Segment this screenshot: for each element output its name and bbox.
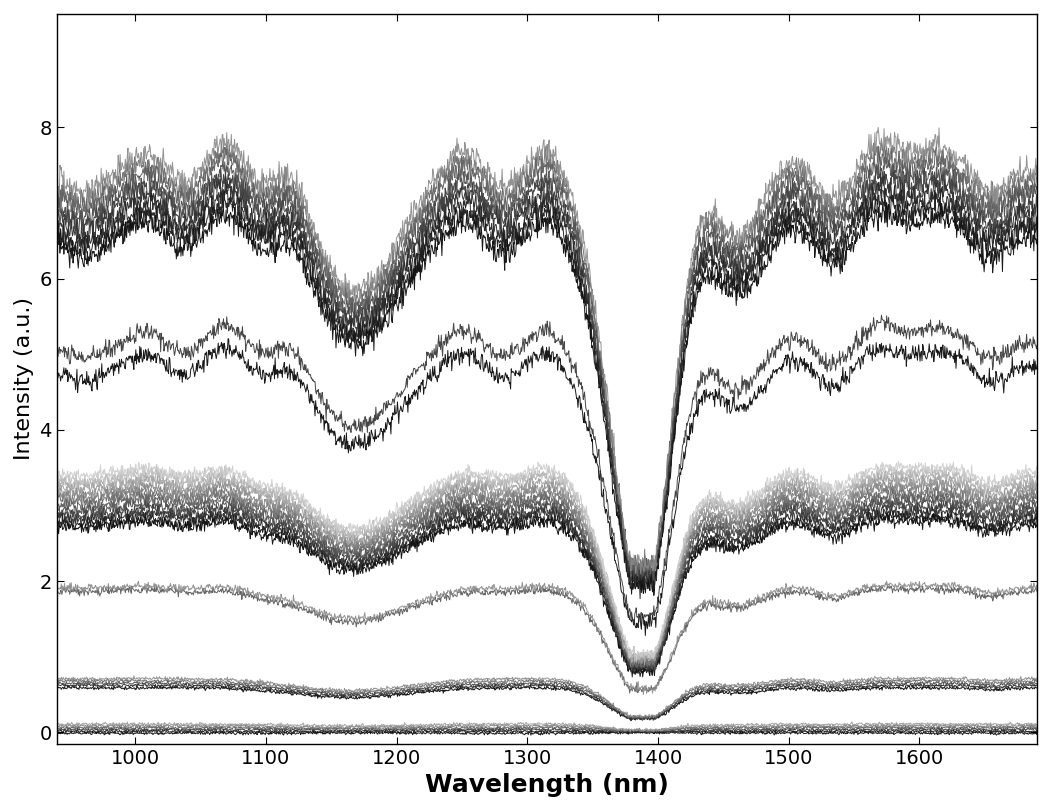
- X-axis label: Wavelength (nm): Wavelength (nm): [425, 773, 668, 797]
- Y-axis label: Intensity (a.u.): Intensity (a.u.): [14, 298, 34, 461]
